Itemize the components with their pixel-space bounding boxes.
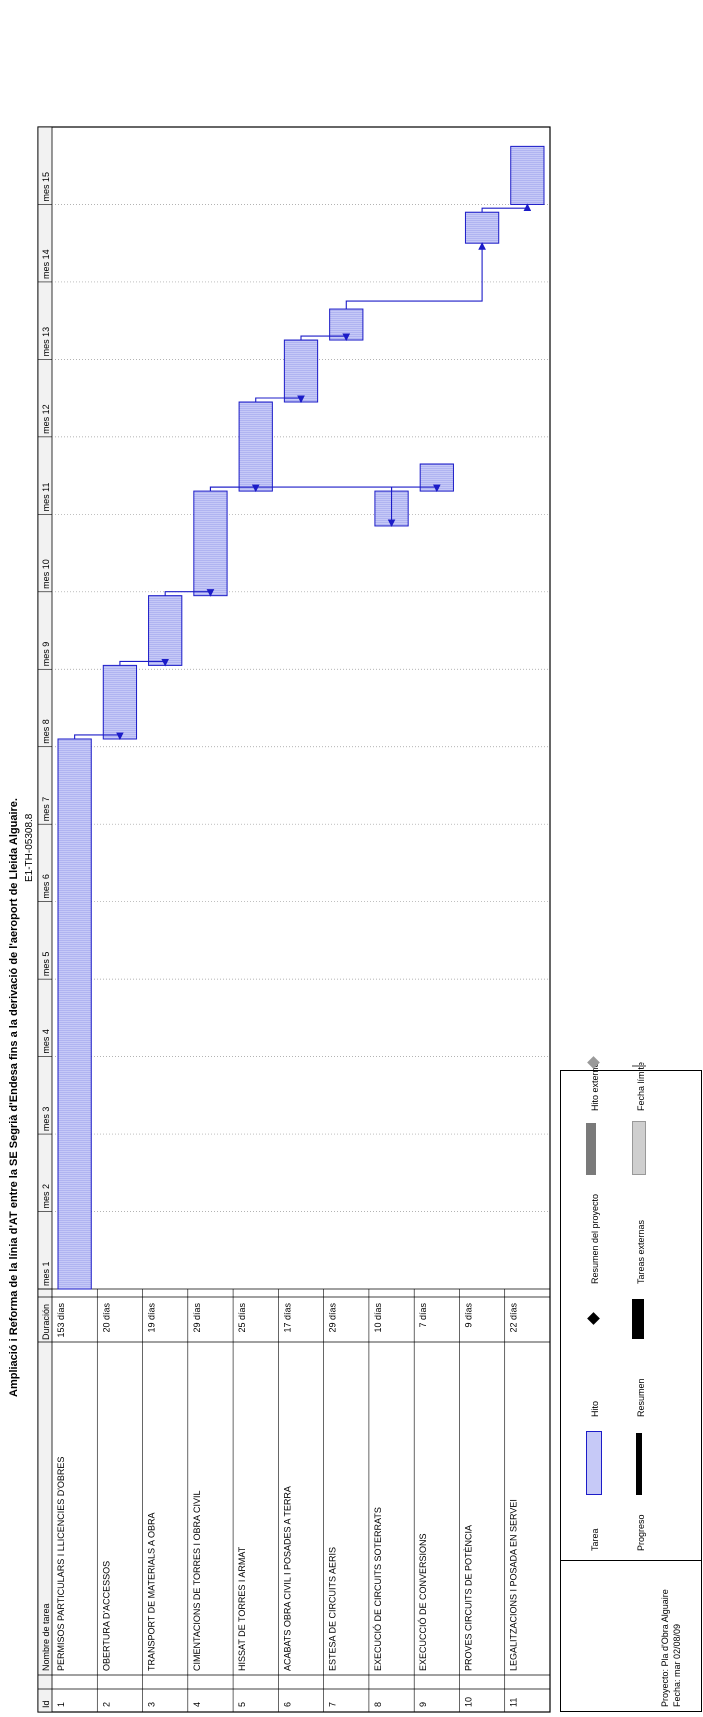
task-name: PERMISOS PARTICULARS I LLICENCIES D'OBRE…	[56, 1457, 66, 1671]
period-label: mes 12	[41, 404, 51, 434]
dependency-link	[209, 486, 396, 528]
task-id: 11	[509, 1698, 519, 1707]
task-duration: 19 días	[147, 1303, 157, 1333]
dependency-link	[119, 658, 170, 667]
gantt-bar	[510, 145, 545, 205]
task-id: 6	[282, 1702, 292, 1707]
task-id: 8	[373, 1702, 383, 1707]
task-duration: 20 días	[101, 1303, 111, 1333]
task-name: PROVES CIRCUITS DE POTÈNCIA	[463, 1525, 473, 1671]
gantt-bar	[148, 595, 183, 666]
task-name: ACABATS OBRA CIVIL I POSADES A TERRA	[282, 1486, 292, 1671]
period-label: mes 11	[41, 482, 51, 511]
gantt-bar	[464, 211, 500, 244]
legend-project: Proyecto: Pla d'Obra Alguaire	[660, 1589, 670, 1707]
period-label: mes 14	[41, 249, 51, 279]
legend-external-tasks-label: Tareas externas	[636, 1219, 646, 1284]
task-duration: 25 días	[237, 1303, 247, 1333]
period-label: mes 6	[41, 874, 51, 899]
dependency-link	[300, 333, 351, 342]
task-duration: 29 días	[192, 1303, 202, 1333]
dependency-link	[164, 589, 215, 597]
gantt-bar	[102, 664, 138, 740]
header-id: Id	[41, 1700, 51, 1708]
task-duration: 29 días	[328, 1303, 338, 1333]
task-duration: 10 días	[373, 1303, 383, 1333]
legend-deadline-label: Fecha límite	[636, 1061, 646, 1111]
task-duration: 9 días	[463, 1303, 473, 1328]
task-name: EXECUCIÓ DE CIRCUITS SOTERRATS	[373, 1507, 383, 1671]
task-duration: 153 días	[56, 1303, 66, 1338]
legend-summary-swatch	[632, 1299, 644, 1339]
period-label: mes 9	[41, 642, 51, 667]
task-name: LEGALITZACIONS I POSADA EN SERVEI	[509, 1499, 519, 1671]
task-name: TRANSPORT DE MATERIALS A OBRA	[147, 1512, 157, 1671]
legend-date: Fecha: mar 02/08/09	[672, 1623, 682, 1707]
period-label: mes 7	[41, 797, 51, 822]
gantt-bar	[283, 339, 319, 403]
task-name: OBERTURA D'ACCESSOS	[101, 1561, 111, 1671]
task-id: 3	[147, 1702, 157, 1707]
legend-progress-swatch	[636, 1433, 642, 1495]
task-name: ESTESA DE CIRCUITS AERIS	[328, 1547, 338, 1671]
task-name: CIMENTACIONS DE TORRES I OBRA CIVIL	[192, 1490, 202, 1671]
legend-external-milestone-label: Hito externo	[590, 1062, 600, 1111]
legend-deadline-icon	[632, 1055, 646, 1067]
period-label: mes 3	[41, 1107, 51, 1132]
gantt-bar	[193, 490, 228, 597]
period-label: mes 1	[41, 1261, 51, 1286]
legend-project-summary-swatch	[586, 1123, 596, 1175]
task-id: 9	[418, 1702, 428, 1707]
task-id: 10	[463, 1697, 473, 1707]
period-label: mes 4	[41, 1029, 51, 1054]
task-id: 1	[56, 1702, 66, 1707]
dependency-link	[255, 395, 305, 404]
legend-milestone-label: Hito	[590, 1400, 600, 1417]
dependency-link	[390, 484, 441, 493]
task-name: HISSAT DE TORRES I ARMAT	[237, 1546, 247, 1671]
dependency-link	[481, 203, 532, 213]
header-duration: Duración	[41, 1304, 51, 1340]
task-id: 5	[237, 1702, 247, 1707]
legend-task-label: Tarea	[590, 1528, 600, 1551]
header-name: Nombre de tarea	[41, 1603, 51, 1671]
period-label: mes 2	[41, 1184, 51, 1209]
task-duration: 17 días	[282, 1303, 292, 1333]
task-id: 7	[328, 1702, 338, 1707]
header-band	[37, 126, 53, 1713]
task-duration: 7 días	[418, 1303, 428, 1328]
task-id: 2	[101, 1702, 111, 1707]
legend-progress-label: Progreso	[636, 1514, 646, 1551]
period-label: mes 15	[41, 172, 51, 202]
legend-summary-label: Resumen	[636, 1378, 646, 1417]
gantt-bar	[329, 308, 364, 341]
period-label: mes 8	[41, 719, 51, 744]
period-label: mes 5	[41, 952, 51, 977]
gantt-bar	[238, 401, 273, 492]
period-label: mes 10	[41, 559, 51, 589]
legend-project-summary-label: Resumen del proyecto	[590, 1193, 600, 1284]
legend-external-tasks-swatch	[632, 1121, 646, 1175]
task-name: EXECUCCIÓ DE CONVERSIONS	[418, 1533, 428, 1671]
task-id: 4	[192, 1702, 202, 1707]
gantt-bar	[57, 738, 92, 1290]
period-label: mes 13	[41, 327, 51, 357]
dependency-link	[74, 732, 124, 741]
legend-task-swatch	[586, 1431, 602, 1495]
task-duration: 22 días	[509, 1303, 519, 1333]
dependency-link	[345, 242, 486, 310]
